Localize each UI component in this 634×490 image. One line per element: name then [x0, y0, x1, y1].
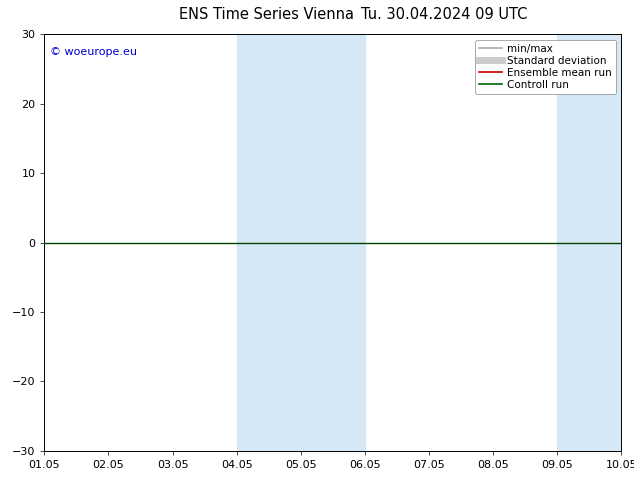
- Text: © woeurope.eu: © woeurope.eu: [50, 47, 137, 57]
- Bar: [236, 34, 365, 451]
- Legend: min/max, Standard deviation, Ensemble mean run, Controll run: min/max, Standard deviation, Ensemble me…: [475, 40, 616, 94]
- Bar: [557, 34, 621, 451]
- Text: ENS Time Series Vienna: ENS Time Series Vienna: [179, 7, 354, 23]
- Text: Tu. 30.04.2024 09 UTC: Tu. 30.04.2024 09 UTC: [361, 7, 527, 23]
